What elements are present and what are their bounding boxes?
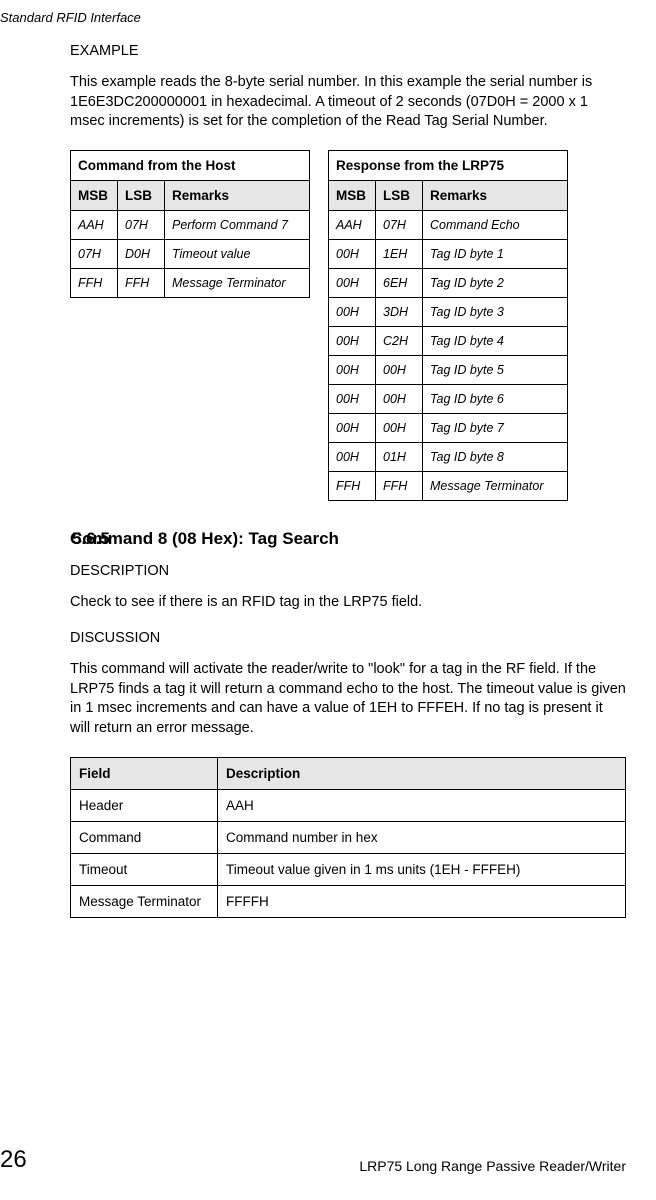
field-table: Field Description HeaderAAH CommandComma… [70,757,626,918]
table-cell: 07H [376,210,423,239]
table-cell: 00H [329,297,376,326]
description-paragraph: Check to see if there is an RFID tag in … [70,593,626,613]
table-cell: 00H [329,268,376,297]
table-cell: Perform Command 7 [165,210,310,239]
page-footer: 26 LRP75 Long Range Passive Reader/Write… [0,1146,626,1174]
table-cell: 07H [118,210,165,239]
table-cell: 1EH [376,239,423,268]
tables-row: Command from the Host MSB LSB Remarks AA… [70,150,626,501]
table-cell: 00H [329,355,376,384]
response-table: Response from the LRP75 MSB LSB Remarks … [328,150,568,501]
command-header-msb: MSB [71,180,118,210]
table-cell: 00H [329,442,376,471]
command-header-lsb: LSB [118,180,165,210]
field-header-field: Field [71,757,218,789]
table-cell: AAH [218,789,626,821]
table-cell: Tag ID byte 4 [423,326,568,355]
table-cell: 6EH [376,268,423,297]
table-cell: Tag ID byte 2 [423,268,568,297]
table-cell: 00H [376,355,423,384]
table-cell: Header [71,789,218,821]
table-cell: Tag ID byte 8 [423,442,568,471]
table-cell: 00H [329,413,376,442]
command-header-remarks: Remarks [165,180,310,210]
table-cell: Command number in hex [218,821,626,853]
table-cell: Tag ID byte 3 [423,297,568,326]
table-cell: 3DH [376,297,423,326]
response-header-remarks: Remarks [423,180,568,210]
table-cell: 00H [329,326,376,355]
description-label: DESCRIPTION [70,563,626,579]
table-cell: C2H [376,326,423,355]
table-cell: Tag ID byte 7 [423,413,568,442]
table-cell: Tag ID byte 1 [423,239,568,268]
table-cell: Message Terminator [71,885,218,917]
table-cell: AAH [71,210,118,239]
section-title: Command 8 (08 Hex): Tag Search [70,529,626,549]
table-cell: 00H [329,384,376,413]
table-cell: Message Terminator [165,268,310,297]
example-label: EXAMPLE [70,43,626,59]
table-cell: Message Terminator [423,471,568,500]
table-cell: Tag ID byte 5 [423,355,568,384]
response-header-msb: MSB [329,180,376,210]
table-cell: FFH [376,471,423,500]
command-table: Command from the Host MSB LSB Remarks AA… [70,150,310,298]
table-cell: 00H [329,239,376,268]
table-cell: D0H [118,239,165,268]
table-cell: 00H [376,413,423,442]
example-paragraph: This example reads the 8-byte serial num… [70,73,626,132]
table-cell: FFH [71,268,118,297]
table-cell: FFH [329,471,376,500]
command-table-caption: Command from the Host [71,150,310,180]
table-cell: Command [71,821,218,853]
table-cell: Timeout value given in 1 ms units (1EH -… [218,853,626,885]
response-table-caption: Response from the LRP75 [329,150,568,180]
table-cell: 07H [71,239,118,268]
discussion-paragraph: This command will activate the reader/wr… [70,660,626,738]
table-cell: Command Echo [423,210,568,239]
footer-text: LRP75 Long Range Passive Reader/Writer [359,1158,626,1174]
page-number: 26 [0,1146,27,1174]
table-cell: 00H [376,384,423,413]
table-cell: FFFFH [218,885,626,917]
running-header: Standard RFID Interface [0,0,626,43]
section-number: 5.6.5 [72,529,110,549]
table-cell: Tag ID byte 6 [423,384,568,413]
table-cell: Timeout value [165,239,310,268]
response-header-lsb: LSB [376,180,423,210]
table-cell: Timeout [71,853,218,885]
table-cell: FFH [118,268,165,297]
table-cell: AAH [329,210,376,239]
field-header-description: Description [218,757,626,789]
discussion-label: DISCUSSION [70,630,626,646]
table-cell: 01H [376,442,423,471]
